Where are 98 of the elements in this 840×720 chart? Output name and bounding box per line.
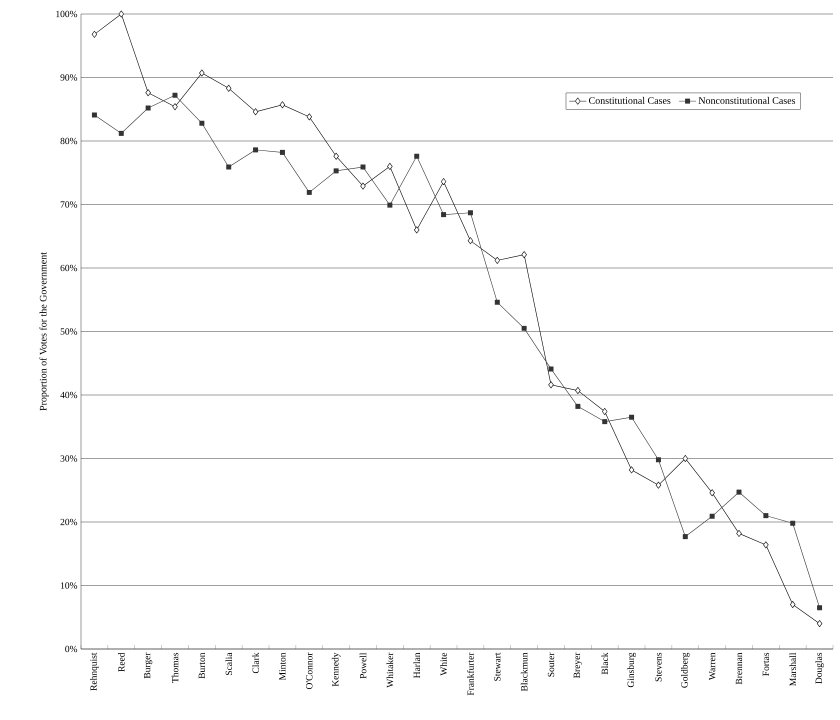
y-tick-label: 0% (65, 646, 78, 652)
y-tick-label: 50% (60, 328, 78, 335)
x-tick-label: Breyer (574, 652, 582, 678)
x-tick-label: Scalia (225, 652, 232, 676)
x-tick-label: Clark (252, 652, 259, 674)
point (146, 105, 151, 110)
point (333, 152, 339, 160)
y-tick-label: 60% (60, 264, 78, 272)
point (816, 620, 822, 628)
point (253, 147, 258, 152)
x-tick-label: Thomas (172, 652, 178, 683)
point (92, 112, 97, 118)
x-tick-label: Fortas (762, 652, 770, 676)
point (468, 237, 474, 244)
point (252, 108, 258, 116)
point (763, 513, 768, 518)
y-tick-label: 100% (56, 10, 78, 18)
point (548, 366, 554, 372)
point (172, 103, 178, 110)
point (334, 168, 339, 174)
point (521, 251, 527, 258)
y-tick-label: 10% (60, 582, 78, 589)
point (736, 530, 742, 537)
point (790, 601, 796, 608)
point (575, 404, 580, 409)
x-tick-label: Ginsburg (627, 652, 636, 688)
point (763, 541, 769, 548)
point (226, 164, 232, 170)
point (710, 514, 715, 519)
y-tick-label: 80% (60, 138, 78, 144)
x-tick-label: Kennedy (332, 652, 340, 686)
x-tick-label: Burton (198, 652, 206, 679)
point (306, 113, 312, 120)
point (199, 70, 205, 77)
point (602, 408, 608, 415)
point (817, 605, 822, 610)
point (602, 419, 608, 424)
point (709, 489, 715, 496)
point (656, 482, 662, 489)
x-tick-label: Black (601, 652, 608, 674)
point (226, 84, 232, 92)
point (494, 256, 500, 264)
point (414, 226, 420, 234)
point (682, 455, 688, 462)
x-tick-label: White (440, 652, 447, 676)
legend-label: Nonconstitutional Cases (698, 96, 796, 104)
x-tick-label: Blackmun (520, 652, 528, 692)
point (387, 202, 392, 208)
x-tick-label: Reed (118, 652, 125, 672)
point (145, 89, 151, 96)
y-axis-title: Proportion of Votes for the Government (39, 252, 49, 411)
x-tick-label: Frankfurter (467, 652, 474, 696)
x-tick-label: Minton (279, 652, 286, 680)
point (494, 300, 500, 305)
point (629, 414, 634, 420)
point (306, 190, 312, 195)
point (790, 520, 796, 526)
x-tick-label: Douglas (815, 652, 824, 684)
point (736, 490, 742, 495)
x-tick-label: Rehnquist (90, 652, 99, 691)
x-tick-label: Stevens (655, 652, 662, 682)
point (118, 10, 124, 18)
y-tick-label: 90% (60, 74, 78, 81)
x-tick-label: Powell (360, 652, 366, 679)
point (280, 101, 286, 108)
point (360, 164, 366, 170)
point (360, 182, 366, 190)
x-tick-label: Brennan (736, 652, 742, 684)
point (118, 130, 124, 136)
point (199, 120, 204, 126)
x-tick-label: Souter (548, 652, 554, 677)
point (172, 92, 178, 98)
point (92, 30, 98, 38)
point (548, 381, 554, 388)
x-tick-label: Stewart (494, 652, 500, 681)
point (656, 457, 661, 462)
point (575, 387, 581, 394)
legend-label: Constitutional Cases (588, 96, 670, 104)
y-tick-label: 30% (60, 455, 78, 462)
point (682, 534, 688, 540)
point (414, 154, 420, 159)
point (522, 326, 527, 331)
x-tick-label: Whitaker (386, 652, 394, 688)
point (468, 210, 473, 216)
x-tick-label: Warren (708, 652, 716, 680)
x-tick-label: Goldberg (680, 652, 690, 688)
y-tick-label: 40% (60, 392, 78, 398)
x-tick-label: O'Connor (306, 652, 312, 690)
x-tick-label: Harlan (413, 652, 420, 678)
point (628, 466, 634, 474)
x-tick-label: Marshall (789, 652, 796, 686)
x-tick-label: Burger (144, 652, 152, 678)
point (387, 162, 393, 170)
y-tick-label: 70% (60, 201, 78, 208)
point (440, 178, 446, 186)
point (280, 150, 285, 155)
point (441, 212, 446, 218)
y-tick-label: 20% (60, 518, 78, 526)
